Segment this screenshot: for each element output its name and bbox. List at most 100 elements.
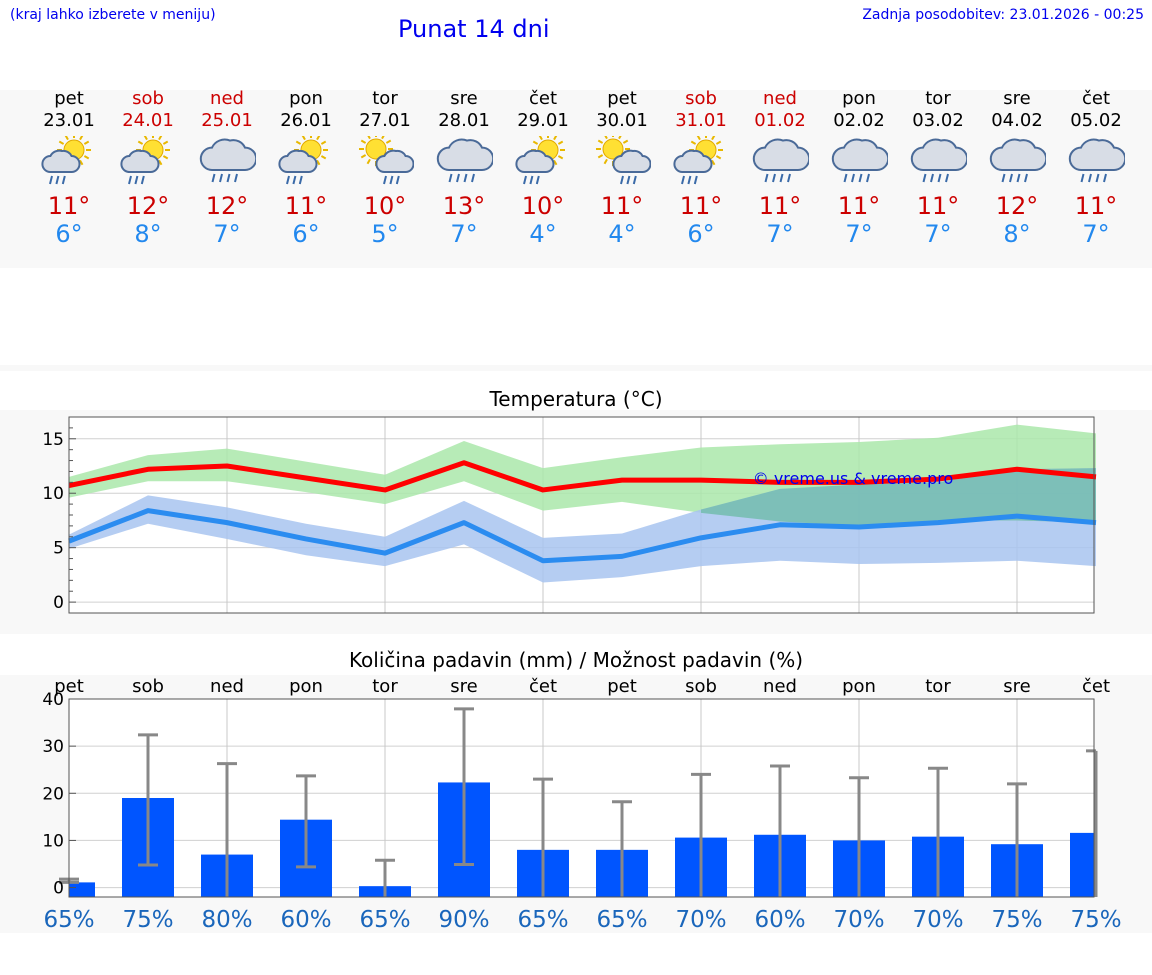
day-name: tor	[372, 88, 398, 109]
temp-tick-label: 5	[53, 539, 64, 559]
temp-min: 8°	[134, 220, 162, 248]
location-hint: (kraj lahko izberete v meniju)	[10, 7, 216, 23]
day-name: čet	[1081, 88, 1111, 109]
temp-max: 11°	[1074, 192, 1118, 220]
cloud-rain-icon	[819, 136, 899, 188]
day-date: 04.02	[991, 110, 1043, 131]
forecast-day: tor 03.02 11° 7°	[898, 88, 978, 248]
temp-tick-label: 0	[53, 593, 64, 613]
temp-line-max	[68, 460, 1097, 493]
temperature-chart: 0 5 10 15 © vreme.us & vreme.pro	[42, 416, 1097, 614]
precip-probability: 70%	[675, 907, 726, 933]
sun-cloud-rain-icon	[108, 136, 188, 188]
page-title: Punat 14 dni	[398, 15, 550, 43]
day-name: sre	[450, 88, 478, 109]
day-date: 05.02	[1070, 110, 1122, 131]
watermark: © vreme.us & vreme.pro	[753, 469, 954, 488]
precip-probability: 80%	[201, 907, 252, 933]
temp-min: 6°	[687, 220, 715, 248]
precip-day-label: čet	[529, 676, 557, 697]
temp-min: 7°	[1082, 220, 1110, 248]
cloud-rain-icon	[187, 136, 267, 188]
day-name: pon	[842, 88, 876, 109]
precip-probability: 65%	[596, 907, 647, 933]
precip-day-label: tor	[372, 676, 398, 697]
precip-probability: 75%	[991, 907, 1042, 933]
day-date: 28.01	[438, 110, 490, 131]
day-date: 27.01	[359, 110, 411, 131]
temp-min: 7°	[213, 220, 241, 248]
temp-min: 4°	[529, 220, 557, 248]
precip-bar	[1070, 832, 1094, 897]
day-date: 31.01	[675, 110, 727, 131]
precip-tick-label: 20	[42, 784, 64, 804]
temperature-chart-title: Temperatura (°C)	[489, 387, 663, 411]
forecast-day: pet 23.01 11° 6°	[29, 88, 109, 248]
forecast-day: tor 27.01 10° 5°	[345, 88, 425, 248]
precip-tick-label: 30	[42, 737, 64, 757]
precip-day-label: sob	[132, 676, 164, 697]
temp-max: 11°	[679, 192, 723, 220]
day-date: 29.01	[517, 110, 569, 131]
separator-band	[0, 365, 1152, 371]
temp-min: 5°	[371, 220, 399, 248]
day-name: sob	[132, 88, 164, 109]
temp-max: 11°	[758, 192, 802, 220]
day-date: 02.02	[833, 110, 885, 131]
forecast-day: sob 31.01 11° 6°	[661, 88, 741, 248]
precip-day-label: čet	[1082, 676, 1110, 697]
sun-cloud-rain-icon	[503, 136, 583, 188]
day-date: 23.01	[43, 110, 95, 131]
temp-max: 11°	[837, 192, 881, 220]
temp-max: 10°	[363, 192, 407, 220]
precip-day-label: pet	[607, 676, 637, 697]
temp-max: 12°	[995, 192, 1039, 220]
precip-probability: 65%	[359, 907, 410, 933]
temp-min: 7°	[845, 220, 873, 248]
last-updated: Zadnja posodobitev: 23.01.2026 - 00:25	[862, 7, 1144, 23]
precip-probability: 60%	[754, 907, 805, 933]
day-name: pet	[607, 88, 637, 109]
forecast-day: sre 28.01 13° 7°	[424, 88, 504, 248]
forecast-day: pet 30.01 11° 4°	[582, 88, 662, 248]
day-name: ned	[763, 88, 797, 109]
sun-small-cloud-rain-icon	[345, 136, 425, 188]
temp-max: 11°	[916, 192, 960, 220]
precip-probability: 75%	[1070, 907, 1121, 933]
sun-cloud-rain-icon	[29, 136, 109, 188]
precip-day-label: sre	[450, 676, 477, 697]
precip-day-label: sob	[685, 676, 717, 697]
temp-max: 12°	[205, 192, 249, 220]
precip-day-label: ned	[210, 676, 244, 697]
cloud-rain-icon	[1056, 136, 1136, 188]
temp-line-min	[68, 508, 1097, 564]
temp-max: 11°	[284, 192, 328, 220]
cloud-rain-icon	[898, 136, 978, 188]
precipitation-chart-title: Količina padavin (mm) / Možnost padavin …	[348, 648, 804, 672]
precip-day-label: pon	[289, 676, 323, 697]
precip-probability: 75%	[122, 907, 173, 933]
precip-probability: 90%	[438, 907, 489, 933]
temp-min: 7°	[450, 220, 478, 248]
temp-min: 6°	[292, 220, 320, 248]
forecast-day: ned 01.02 11° 7°	[740, 88, 820, 248]
precip-tick-label: 40	[42, 690, 64, 710]
cloud-rain-icon	[740, 136, 820, 188]
cloud-rain-icon	[424, 136, 504, 188]
temp-min: 7°	[924, 220, 952, 248]
day-date: 01.02	[754, 110, 806, 131]
sun-small-cloud-rain-icon	[582, 136, 662, 188]
day-name: ned	[210, 88, 244, 109]
precip-bar	[69, 882, 95, 897]
precip-day-label: pet	[54, 676, 84, 697]
precip-plot-frame	[68, 698, 1095, 898]
temp-max: 13°	[442, 192, 486, 220]
forecast-day: čet 29.01 10° 4°	[503, 88, 583, 248]
day-name: pet	[54, 88, 84, 109]
forecast-day: čet 05.02 11° 7°	[1056, 88, 1136, 248]
day-name: čet	[528, 88, 558, 109]
day-name: tor	[925, 88, 951, 109]
precip-probability: 65%	[43, 907, 94, 933]
precip-probability: 60%	[280, 907, 331, 933]
